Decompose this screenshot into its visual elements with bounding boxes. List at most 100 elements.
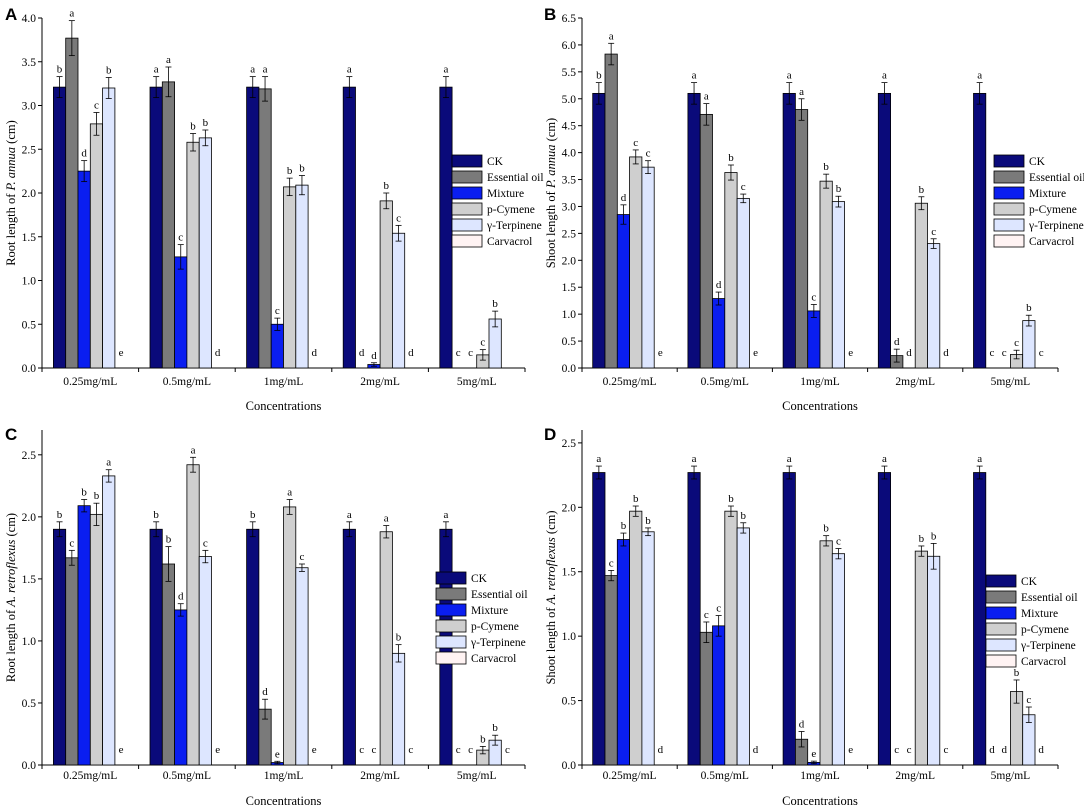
- bar: [819, 540, 833, 766]
- x-tick-label: 0.5mg/mL: [163, 376, 211, 388]
- bar: [379, 531, 393, 766]
- significance-label: d: [408, 347, 414, 359]
- significance-label: b: [919, 184, 925, 196]
- legend-swatch: [435, 571, 467, 585]
- bar: [736, 197, 750, 369]
- bar: [174, 609, 188, 766]
- y-tick-label: 6.5: [562, 13, 577, 25]
- legend-label: Carvacrol: [1021, 656, 1066, 668]
- y-tick-label: 3.0: [562, 201, 577, 213]
- significance-label: b: [823, 161, 829, 173]
- significance-label: a: [263, 64, 268, 76]
- significance-label: b: [250, 509, 256, 521]
- significance-label: d: [215, 347, 221, 359]
- significance-label: a: [609, 30, 614, 42]
- legend-label: p-Cymene: [1021, 624, 1069, 636]
- y-tick-label: 2.0: [22, 188, 37, 200]
- significance-label: d: [753, 744, 759, 756]
- significance-label: a: [106, 457, 111, 469]
- y-tick-label: 1.0: [22, 636, 37, 648]
- legend-swatch: [451, 154, 483, 168]
- significance-label: c: [396, 212, 401, 224]
- legend-swatch: [451, 234, 483, 248]
- bar: [246, 86, 260, 369]
- significance-label: a: [787, 453, 792, 465]
- legend-swatch: [985, 638, 1017, 652]
- y-tick-label: 1.0: [562, 309, 577, 321]
- legend-swatch: [451, 170, 483, 184]
- legend-label: Essential oil: [1021, 592, 1078, 604]
- significance-label: b: [57, 64, 63, 76]
- panel-letter: D: [544, 425, 556, 444]
- significance-label: b: [1014, 667, 1020, 679]
- significance-label: d: [906, 347, 912, 359]
- significance-label: c: [480, 337, 485, 349]
- significance-label: b: [492, 722, 498, 734]
- significance-label: b: [931, 530, 937, 542]
- bar: [699, 631, 713, 766]
- bar: [687, 472, 701, 766]
- significance-label: d: [1002, 744, 1008, 756]
- significance-label: b: [190, 121, 196, 133]
- y-tick-label: 1.5: [562, 567, 577, 579]
- y-tick-label: 0.5: [562, 336, 577, 348]
- legend-swatch: [435, 587, 467, 601]
- bar: [782, 92, 796, 369]
- bar: [641, 166, 655, 369]
- bar: [604, 575, 618, 766]
- significance-label: e: [848, 347, 853, 359]
- panel-letter: C: [5, 425, 17, 444]
- legend-swatch: [993, 170, 1025, 184]
- legend-label: CK: [471, 573, 488, 585]
- y-tick-label: 5.5: [562, 67, 577, 79]
- significance-label: b: [633, 493, 639, 505]
- y-tick-label: 4.0: [562, 148, 577, 160]
- significance-label: a: [692, 70, 697, 82]
- significance-label: d: [989, 744, 995, 756]
- significance-label: d: [81, 148, 87, 160]
- legend-swatch: [435, 635, 467, 649]
- bar: [782, 472, 796, 766]
- significance-label: a: [191, 444, 196, 456]
- bar: [77, 170, 91, 369]
- bar: [258, 88, 272, 369]
- bar: [712, 625, 726, 766]
- x-axis-title: Concentrations: [782, 794, 858, 808]
- significance-label: b: [57, 509, 63, 521]
- significance-label: a: [69, 8, 74, 20]
- x-tick-label: 0.25mg/mL: [603, 770, 657, 782]
- significance-label: c: [716, 603, 721, 615]
- bar: [439, 86, 453, 369]
- significance-label: d: [178, 591, 184, 603]
- bar: [161, 81, 176, 369]
- y-tick-label: 2.5: [22, 450, 37, 462]
- y-axis-title: Root length of A. retroflexus (cm): [4, 513, 18, 682]
- significance-label: b: [645, 515, 651, 527]
- bar: [65, 557, 79, 766]
- panel-letter: A: [5, 5, 17, 24]
- legend-swatch: [985, 622, 1017, 636]
- significance-label: e: [658, 347, 663, 359]
- legend-swatch: [435, 651, 467, 665]
- significance-label: a: [596, 453, 601, 465]
- legend-swatch: [993, 234, 1025, 248]
- significance-label: b: [919, 533, 925, 545]
- significance-label: a: [347, 509, 352, 521]
- significance-label: c: [468, 347, 473, 359]
- legend-label: Mixture: [1029, 188, 1066, 200]
- significance-label: c: [944, 744, 949, 756]
- significance-label: b: [384, 180, 390, 192]
- significance-label: c: [505, 744, 510, 756]
- significance-label: c: [178, 232, 183, 244]
- x-tick-label: 2mg/mL: [895, 770, 935, 782]
- significance-label: b: [1026, 302, 1032, 314]
- significance-label: d: [621, 192, 627, 204]
- bar: [1022, 320, 1036, 369]
- significance-label: c: [300, 551, 305, 563]
- bar: [295, 567, 309, 766]
- significance-label: a: [977, 70, 982, 82]
- bar: [89, 513, 104, 766]
- legend-label: Essential oil: [471, 589, 528, 601]
- legend-swatch: [451, 186, 483, 200]
- significance-label: b: [728, 493, 734, 505]
